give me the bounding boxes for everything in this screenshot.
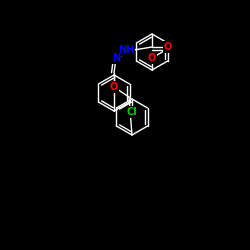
Text: O: O	[148, 53, 156, 63]
Text: O: O	[110, 82, 118, 92]
Text: N: N	[112, 53, 120, 63]
Text: O: O	[164, 42, 172, 52]
Text: N: N	[112, 53, 120, 63]
Text: Cl: Cl	[127, 107, 138, 117]
Text: NH: NH	[118, 45, 134, 55]
Text: O: O	[110, 82, 118, 92]
Text: O: O	[148, 53, 156, 63]
Text: NH: NH	[118, 45, 134, 55]
Text: O: O	[164, 42, 172, 52]
Text: Cl: Cl	[127, 107, 138, 117]
